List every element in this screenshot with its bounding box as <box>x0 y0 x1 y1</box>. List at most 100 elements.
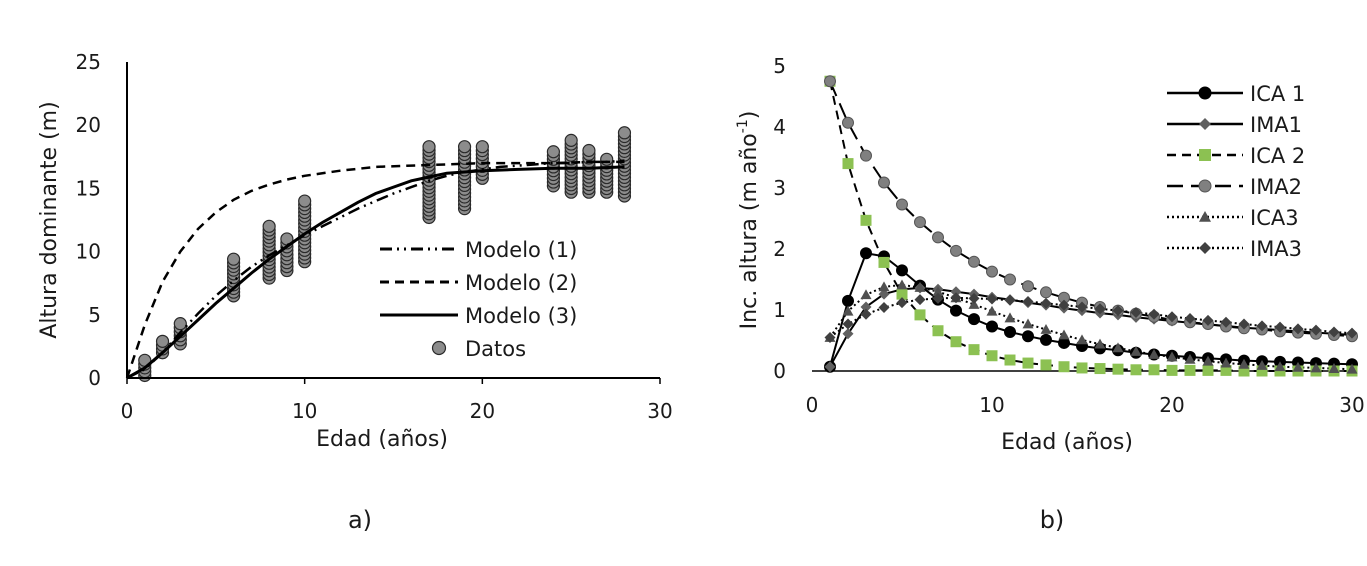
data-point-ica3 <box>1022 318 1034 329</box>
legend-label: ICA3 <box>1250 206 1299 230</box>
legend-marker-datos <box>431 340 447 356</box>
data-point-ica2 <box>1166 364 1178 376</box>
legend-label: IMA1 <box>1250 113 1302 137</box>
data-point-ica1 <box>1004 325 1016 338</box>
data-point-ica3 <box>1238 358 1250 369</box>
data-point-ima3 <box>968 292 980 304</box>
data-point-ima2 <box>968 255 980 268</box>
data-point-ima3 <box>860 308 872 320</box>
chart-b: 0 1 2 3 4 5 0 10 20 30 Edad (años) Inc. altura (m… <box>735 54 1365 534</box>
data-point-ima3 <box>1202 314 1214 326</box>
data-point-ica1 <box>860 247 872 260</box>
data-point-ima3 <box>1184 313 1196 325</box>
legend-marker-ima3 <box>1199 242 1211 254</box>
data-point-ima3 <box>1094 303 1106 315</box>
data-point-ima3 <box>1238 318 1250 330</box>
data-point-ima3 <box>1130 306 1142 318</box>
data-point-ica3 <box>1274 361 1286 372</box>
series-line-ima3 <box>829 296 1353 339</box>
x-tick-label: 10 <box>292 399 317 423</box>
x-tick-label: 20 <box>1159 393 1184 417</box>
data-point-ica3 <box>1256 360 1268 370</box>
series-line-modelo-2 <box>125 160 625 379</box>
data-point <box>173 317 187 331</box>
data-point-ima3 <box>896 297 908 309</box>
data-point <box>422 140 436 154</box>
data-point-ima1 <box>860 301 872 313</box>
data-point-ica3 <box>1202 355 1214 366</box>
data-point-ica2 <box>1112 363 1124 375</box>
legend-label: IMA3 <box>1250 237 1302 261</box>
data-point-ima3 <box>1292 323 1304 335</box>
data-point-ima3 <box>1274 321 1286 333</box>
data-point-ica3 <box>968 299 980 309</box>
data-point-ica1 <box>896 264 908 277</box>
data-point-ima3 <box>1220 316 1232 328</box>
data-point-ima3 <box>1022 295 1034 307</box>
data-point-ica3 <box>1130 345 1142 356</box>
data-point-ima2 <box>950 244 962 257</box>
data-point-ima2 <box>914 216 926 229</box>
data-point-ima3 <box>950 292 962 304</box>
data-point-ica3 <box>1076 334 1088 345</box>
data-point-ica2 <box>914 309 926 321</box>
legend-marker-ica1 <box>1198 86 1212 100</box>
series-line-modelo-3 <box>126 165 625 380</box>
data-point-ima1 <box>878 288 890 300</box>
data-point-ima2 <box>824 75 836 88</box>
chart-a-panel-label: a) <box>348 506 372 534</box>
data-point-ica2 <box>1130 364 1142 376</box>
legend-label: Datos <box>465 337 526 361</box>
data-point-ica3 <box>1094 338 1106 349</box>
data-point-ica1 <box>1022 330 1034 343</box>
y-tick-label: 0 <box>773 359 786 383</box>
series-line-ima1 <box>829 286 1353 368</box>
y-tick-label: 3 <box>773 176 786 200</box>
data-point-ica2 <box>968 344 980 356</box>
legend-marker-ica2 <box>1199 149 1211 161</box>
data-point-ima3 <box>1076 301 1088 313</box>
data-point-ima2 <box>1040 286 1052 299</box>
data-point-ima1 <box>950 286 962 298</box>
data-point-ima3 <box>1112 305 1124 317</box>
data-point-ima1 <box>824 361 836 373</box>
data-point-ica2 <box>842 158 854 170</box>
data-point-ica2 <box>986 350 998 362</box>
data-point-ica3 <box>1148 349 1160 359</box>
x-tick-label: 30 <box>647 399 672 423</box>
chart-a-ylabel: Altura dominante (m) <box>37 101 62 338</box>
data-point-ica2 <box>1004 354 1016 366</box>
data-point-ica3 <box>1328 363 1340 373</box>
data-point-ica2 <box>896 288 908 300</box>
x-tick-label: 10 <box>979 393 1004 417</box>
y-tick-label: 4 <box>773 115 786 139</box>
data-point-ica1 <box>1040 333 1052 346</box>
data-point-ica3 <box>896 279 908 290</box>
data-point-ima3 <box>1346 327 1358 339</box>
data-point-ima2 <box>878 176 890 189</box>
data-point-ima3 <box>1256 320 1268 332</box>
data-point-ica2 <box>878 256 890 268</box>
data-point <box>600 152 614 166</box>
x-tick-label: 0 <box>121 399 134 423</box>
legend-label: Modelo (3) <box>465 304 577 328</box>
data-point-ica2 <box>1022 357 1034 369</box>
data-point <box>582 143 596 158</box>
chart-a-ticks: 0 5 10 15 20 25 0 10 20 30 <box>76 50 673 423</box>
data-point <box>475 140 489 154</box>
y-tick-label: 15 <box>76 176 101 200</box>
data-point-ica3 <box>1292 361 1304 372</box>
data-point-ica3 <box>878 281 890 292</box>
data-point-ica3 <box>1112 342 1124 353</box>
legend-label: Modelo (1) <box>465 238 577 262</box>
data-point-ica3 <box>1346 363 1358 374</box>
chart-a-marks <box>125 126 632 383</box>
data-point <box>227 252 241 266</box>
data-point-ima3 <box>1004 294 1016 306</box>
chart-b-ticks: 0 1 2 3 4 5 0 10 20 30 <box>773 54 1364 417</box>
data-point-ima3 <box>1148 308 1160 320</box>
data-point-ima3 <box>986 293 998 305</box>
data-point-ica2 <box>1184 364 1196 376</box>
data-point-ica2 <box>1238 365 1250 377</box>
